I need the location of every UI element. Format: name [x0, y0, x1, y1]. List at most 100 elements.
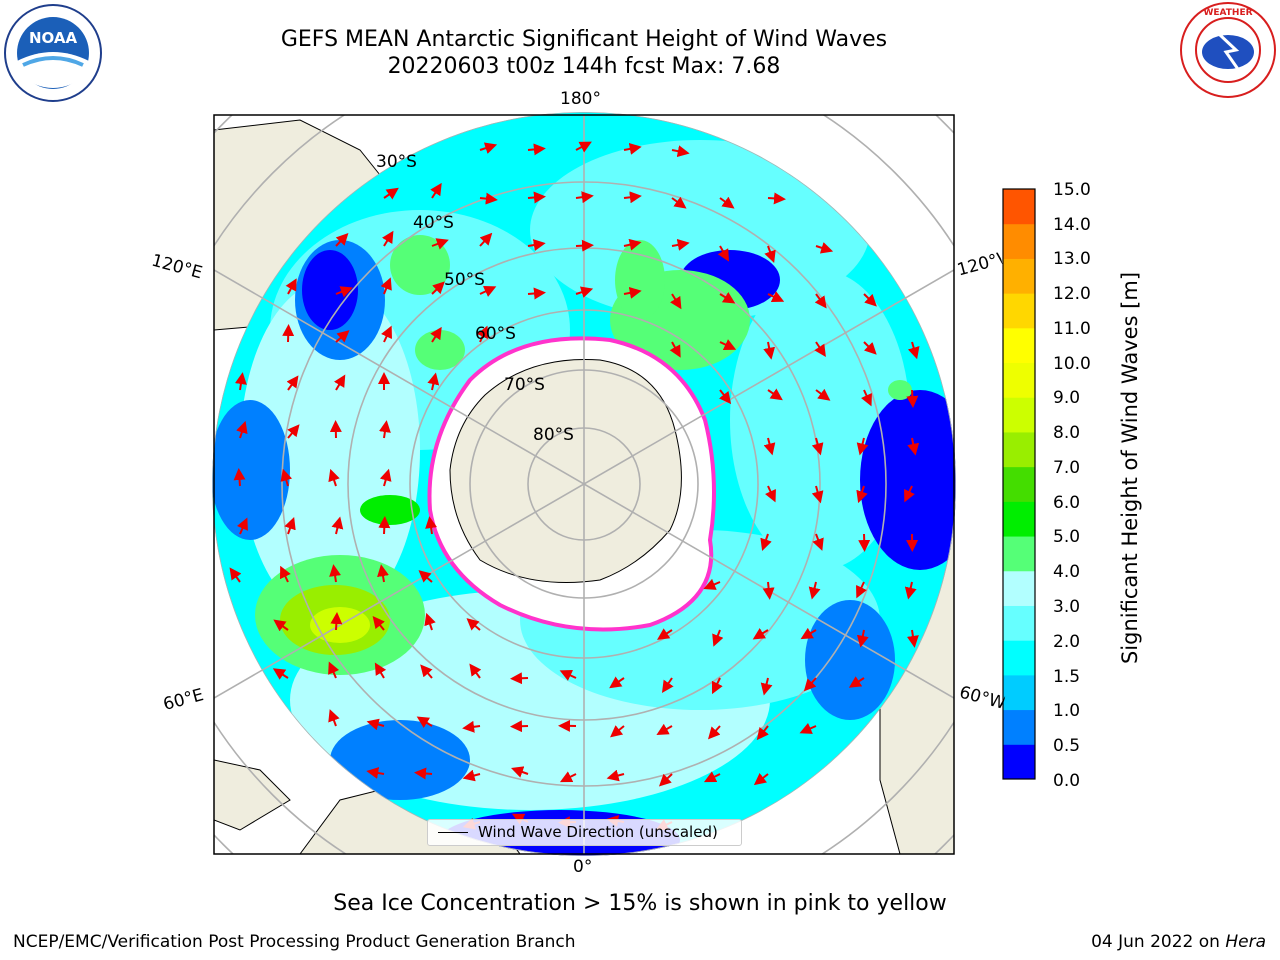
antarctica	[427, 336, 716, 632]
wind-arrow	[431, 281, 445, 295]
wind-arrow	[414, 767, 433, 780]
colorbar-segment	[1003, 397, 1035, 433]
colorbar-segment	[1003, 431, 1035, 468]
colorbar-segment	[1003, 293, 1035, 329]
wind-arrow	[703, 771, 721, 783]
colorbar-segment	[1003, 536, 1035, 572]
wind-arrow	[656, 628, 673, 640]
footer-date-text: 04 Jun 2022 on	[1091, 932, 1220, 952]
colorbar-segment	[1003, 570, 1035, 606]
wind-arrow	[703, 578, 721, 590]
wind-arrow	[430, 326, 442, 343]
wind-arrow	[814, 341, 826, 358]
wind-arrow	[335, 286, 353, 298]
wind-arrow	[233, 468, 246, 487]
lon-label-180: 180°	[560, 89, 601, 109]
lon-label-0: 0°	[573, 857, 593, 877]
colorbar-tick: 1.0	[1053, 701, 1081, 721]
colorbar-segment	[1003, 327, 1035, 364]
colorbar-segment	[1003, 466, 1035, 502]
wind-arrow	[527, 239, 546, 251]
footer-credit: NCEP/EMC/Verification Post Processing Pr…	[13, 932, 576, 952]
wind-arrow	[669, 341, 681, 358]
svg-text:NOAA: NOAA	[29, 29, 78, 47]
wind-arrow	[907, 437, 920, 456]
wind-arrow	[379, 468, 392, 487]
wind-arrow	[815, 242, 834, 254]
wind-arrow	[273, 619, 289, 632]
wind-arrow	[610, 725, 625, 738]
colorbar-segment	[1003, 674, 1035, 711]
wind-arrow	[756, 725, 769, 741]
wind-arrow	[333, 374, 346, 391]
wind-arrow	[760, 677, 773, 696]
wind-arrow	[328, 468, 340, 487]
colorbar-segment	[1003, 605, 1035, 641]
wind-arrow	[712, 629, 724, 647]
colorbar-tick: 4.0	[1053, 562, 1081, 582]
lat-label-60s: 60°S	[475, 324, 516, 344]
colorbar-segment	[1003, 501, 1035, 537]
wind-arrow	[374, 662, 387, 679]
wind-arrow	[767, 388, 783, 401]
wind-arrow	[527, 143, 546, 156]
wind-arrow	[763, 341, 776, 360]
wind-arrow	[328, 661, 340, 679]
wind-arrow	[229, 567, 242, 583]
colorbar-tick: 2.0	[1053, 632, 1081, 652]
wind-arrow	[623, 287, 642, 299]
wind-arrow	[861, 389, 872, 407]
wind-arrow	[767, 192, 786, 205]
wind-arrow	[469, 663, 482, 679]
wind-arrow	[609, 676, 625, 689]
wind-arrow	[711, 677, 723, 695]
colorbar-tick: 9.0	[1053, 388, 1081, 408]
wind-arrow	[527, 191, 546, 204]
map-legend: Wind Wave Direction (unscaled)	[427, 819, 742, 846]
wind-arrow	[765, 485, 776, 503]
colorbar	[1003, 189, 1035, 780]
wind-arrow	[661, 677, 674, 693]
wind-arrow	[366, 767, 385, 779]
wind-arrow	[623, 238, 642, 251]
wind-arrow	[904, 485, 915, 503]
wind-arrow	[272, 668, 289, 680]
chart-title: GEFS MEAN Antarctic Significant Height o…	[280, 27, 888, 52]
svg-text:WEATHER: WEATHER	[1203, 8, 1252, 18]
colorbar-tick: 10.0	[1053, 354, 1091, 374]
wind-arrow	[424, 612, 436, 631]
wind-arrow	[575, 141, 592, 153]
wind-arrow	[430, 182, 442, 199]
lat-label-30s: 30°S	[376, 152, 417, 172]
wind-arrow	[760, 533, 772, 551]
wind-arrow	[329, 564, 342, 583]
lat-label-50s: 50°S	[444, 270, 485, 290]
footer-host: Hera	[1225, 932, 1266, 952]
colorbar-segment	[1003, 223, 1035, 259]
colorbar-tick: 0.0	[1053, 771, 1081, 791]
noaa-logo: NOAA	[4, 4, 102, 102]
wind-arrow	[863, 341, 877, 355]
wind-arrow	[382, 230, 394, 247]
colorbar-frame	[1002, 188, 1036, 780]
colorbar-tick: 11.0	[1053, 319, 1091, 339]
colorbar-tick: 12.0	[1053, 284, 1091, 304]
wind-arrow	[800, 627, 817, 640]
wind-arrow	[479, 192, 498, 205]
wind-arrow	[328, 709, 340, 727]
wind-arrow	[416, 716, 433, 728]
wind-arrow	[527, 287, 546, 300]
wind-arrow	[763, 437, 776, 456]
wind-arrow	[856, 437, 869, 456]
lat-label-80s: 80°S	[533, 425, 574, 445]
colorbar-tick: 14.0	[1053, 215, 1091, 235]
wind-arrow	[462, 720, 481, 733]
nws-logo: WEATHER	[1180, 2, 1276, 98]
legend-line-swatch	[438, 832, 468, 833]
wind-arrow	[856, 485, 868, 504]
wind-arrow	[856, 629, 869, 648]
wind-arrow	[335, 330, 350, 343]
wind-arrow	[285, 278, 297, 295]
wind-arrow	[377, 564, 389, 583]
colorbar-tick: 6.0	[1053, 493, 1081, 513]
